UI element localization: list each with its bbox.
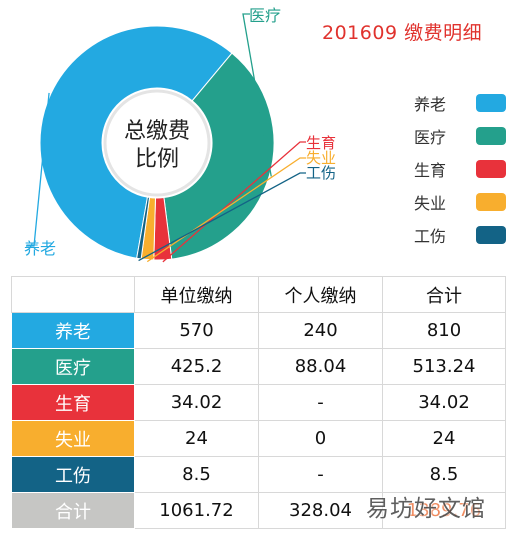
legend-swatch bbox=[476, 159, 506, 178]
table-row: 养老 570 240 810 bbox=[11, 312, 506, 349]
header-corner bbox=[11, 276, 135, 313]
legend-label: 养老 bbox=[414, 94, 447, 114]
row-label: 生育 bbox=[11, 384, 135, 421]
legend-swatch bbox=[476, 225, 506, 244]
slice-label: 医疗 bbox=[249, 6, 281, 25]
legend-item: 生育 bbox=[414, 152, 506, 185]
pie-slice bbox=[136, 196, 151, 260]
leader-line bbox=[146, 157, 306, 263]
row-label: 工伤 bbox=[11, 456, 135, 493]
leader-lines bbox=[26, 13, 306, 263]
table-cell: 8.5 bbox=[382, 456, 506, 493]
table-cell: 810 bbox=[382, 312, 506, 349]
table-cell: - bbox=[258, 456, 383, 493]
legend-swatch bbox=[476, 93, 506, 112]
table-row: 生育 34.02-34.02 bbox=[11, 384, 506, 421]
table-row: 合计 1061.72 328.04 1389.76 bbox=[11, 492, 506, 529]
row-label: 失业 bbox=[11, 420, 135, 457]
legend-swatch bbox=[476, 126, 506, 145]
legend-swatch bbox=[476, 192, 506, 211]
leader-line bbox=[138, 172, 306, 262]
header-total: 合计 bbox=[382, 276, 506, 313]
pie-slice bbox=[163, 52, 275, 260]
table-row: 工伤 8.5-8.5 bbox=[11, 456, 506, 493]
table-cell: 0 bbox=[258, 420, 383, 457]
table-cell: 1389.76 bbox=[382, 492, 506, 529]
table-cell: 328.04 bbox=[258, 492, 383, 529]
table-cell: 8.5 bbox=[134, 456, 259, 493]
table-row: 医疗 425.2 88.04 513.24 bbox=[11, 348, 506, 385]
header-employer: 单位缴纳 bbox=[134, 276, 259, 313]
table-cell: - bbox=[258, 384, 383, 421]
center-label-line1: 总缴费 bbox=[124, 119, 190, 144]
row-label: 养老 bbox=[11, 312, 135, 349]
slice-label: 养老 bbox=[24, 239, 56, 258]
legend-item: 工伤 bbox=[414, 218, 506, 251]
table-cell: 88.04 bbox=[258, 348, 383, 385]
table-cell: 240 bbox=[258, 312, 383, 349]
row-label: 医疗 bbox=[11, 348, 135, 385]
legend-label: 失业 bbox=[414, 193, 447, 213]
legend-label: 工伤 bbox=[414, 226, 447, 246]
pie-slice bbox=[39, 25, 233, 259]
chart-title: 201609 缴费明细 bbox=[322, 22, 483, 44]
table-cell: 34.02 bbox=[134, 384, 259, 421]
table-cell: 425.2 bbox=[134, 348, 259, 385]
cost-table: 单位缴纳 个人缴纳 合计 养老 570 240 810 医疗 425.2 88.04 513.… bbox=[11, 276, 506, 529]
slice-label: 生育 bbox=[306, 134, 336, 152]
header-personal: 个人缴纳 bbox=[258, 276, 383, 313]
center-circle bbox=[103, 89, 211, 197]
leader-line bbox=[242, 13, 272, 177]
table-cell: 570 bbox=[134, 312, 259, 349]
legend-label: 生育 bbox=[414, 160, 447, 180]
table-cell: 24 bbox=[134, 420, 259, 457]
legend: 养老医疗生育失业工伤 bbox=[414, 86, 506, 251]
slice-label: 工伤 bbox=[306, 164, 336, 182]
table-cell: 34.02 bbox=[382, 384, 506, 421]
table-header-row: 单位缴纳 个人缴纳 合计 bbox=[11, 276, 506, 313]
legend-label: 医疗 bbox=[414, 127, 447, 147]
leader-line bbox=[26, 92, 50, 247]
table-cell: 1061.72 bbox=[134, 492, 259, 529]
table-row: 失业 24 0 24 bbox=[11, 420, 506, 457]
legend-item: 失业 bbox=[414, 185, 506, 218]
legend-item: 医疗 bbox=[414, 119, 506, 152]
center-label-line2: 比例 bbox=[135, 147, 179, 172]
row-label: 合计 bbox=[11, 492, 135, 529]
legend-item: 养老 bbox=[414, 86, 506, 119]
watermark: 易坊好文馆 bbox=[366, 496, 486, 522]
table-cell: 24 bbox=[382, 420, 506, 457]
slice-label: 失业 bbox=[306, 149, 336, 167]
table-cell: 513.24 bbox=[382, 348, 506, 385]
